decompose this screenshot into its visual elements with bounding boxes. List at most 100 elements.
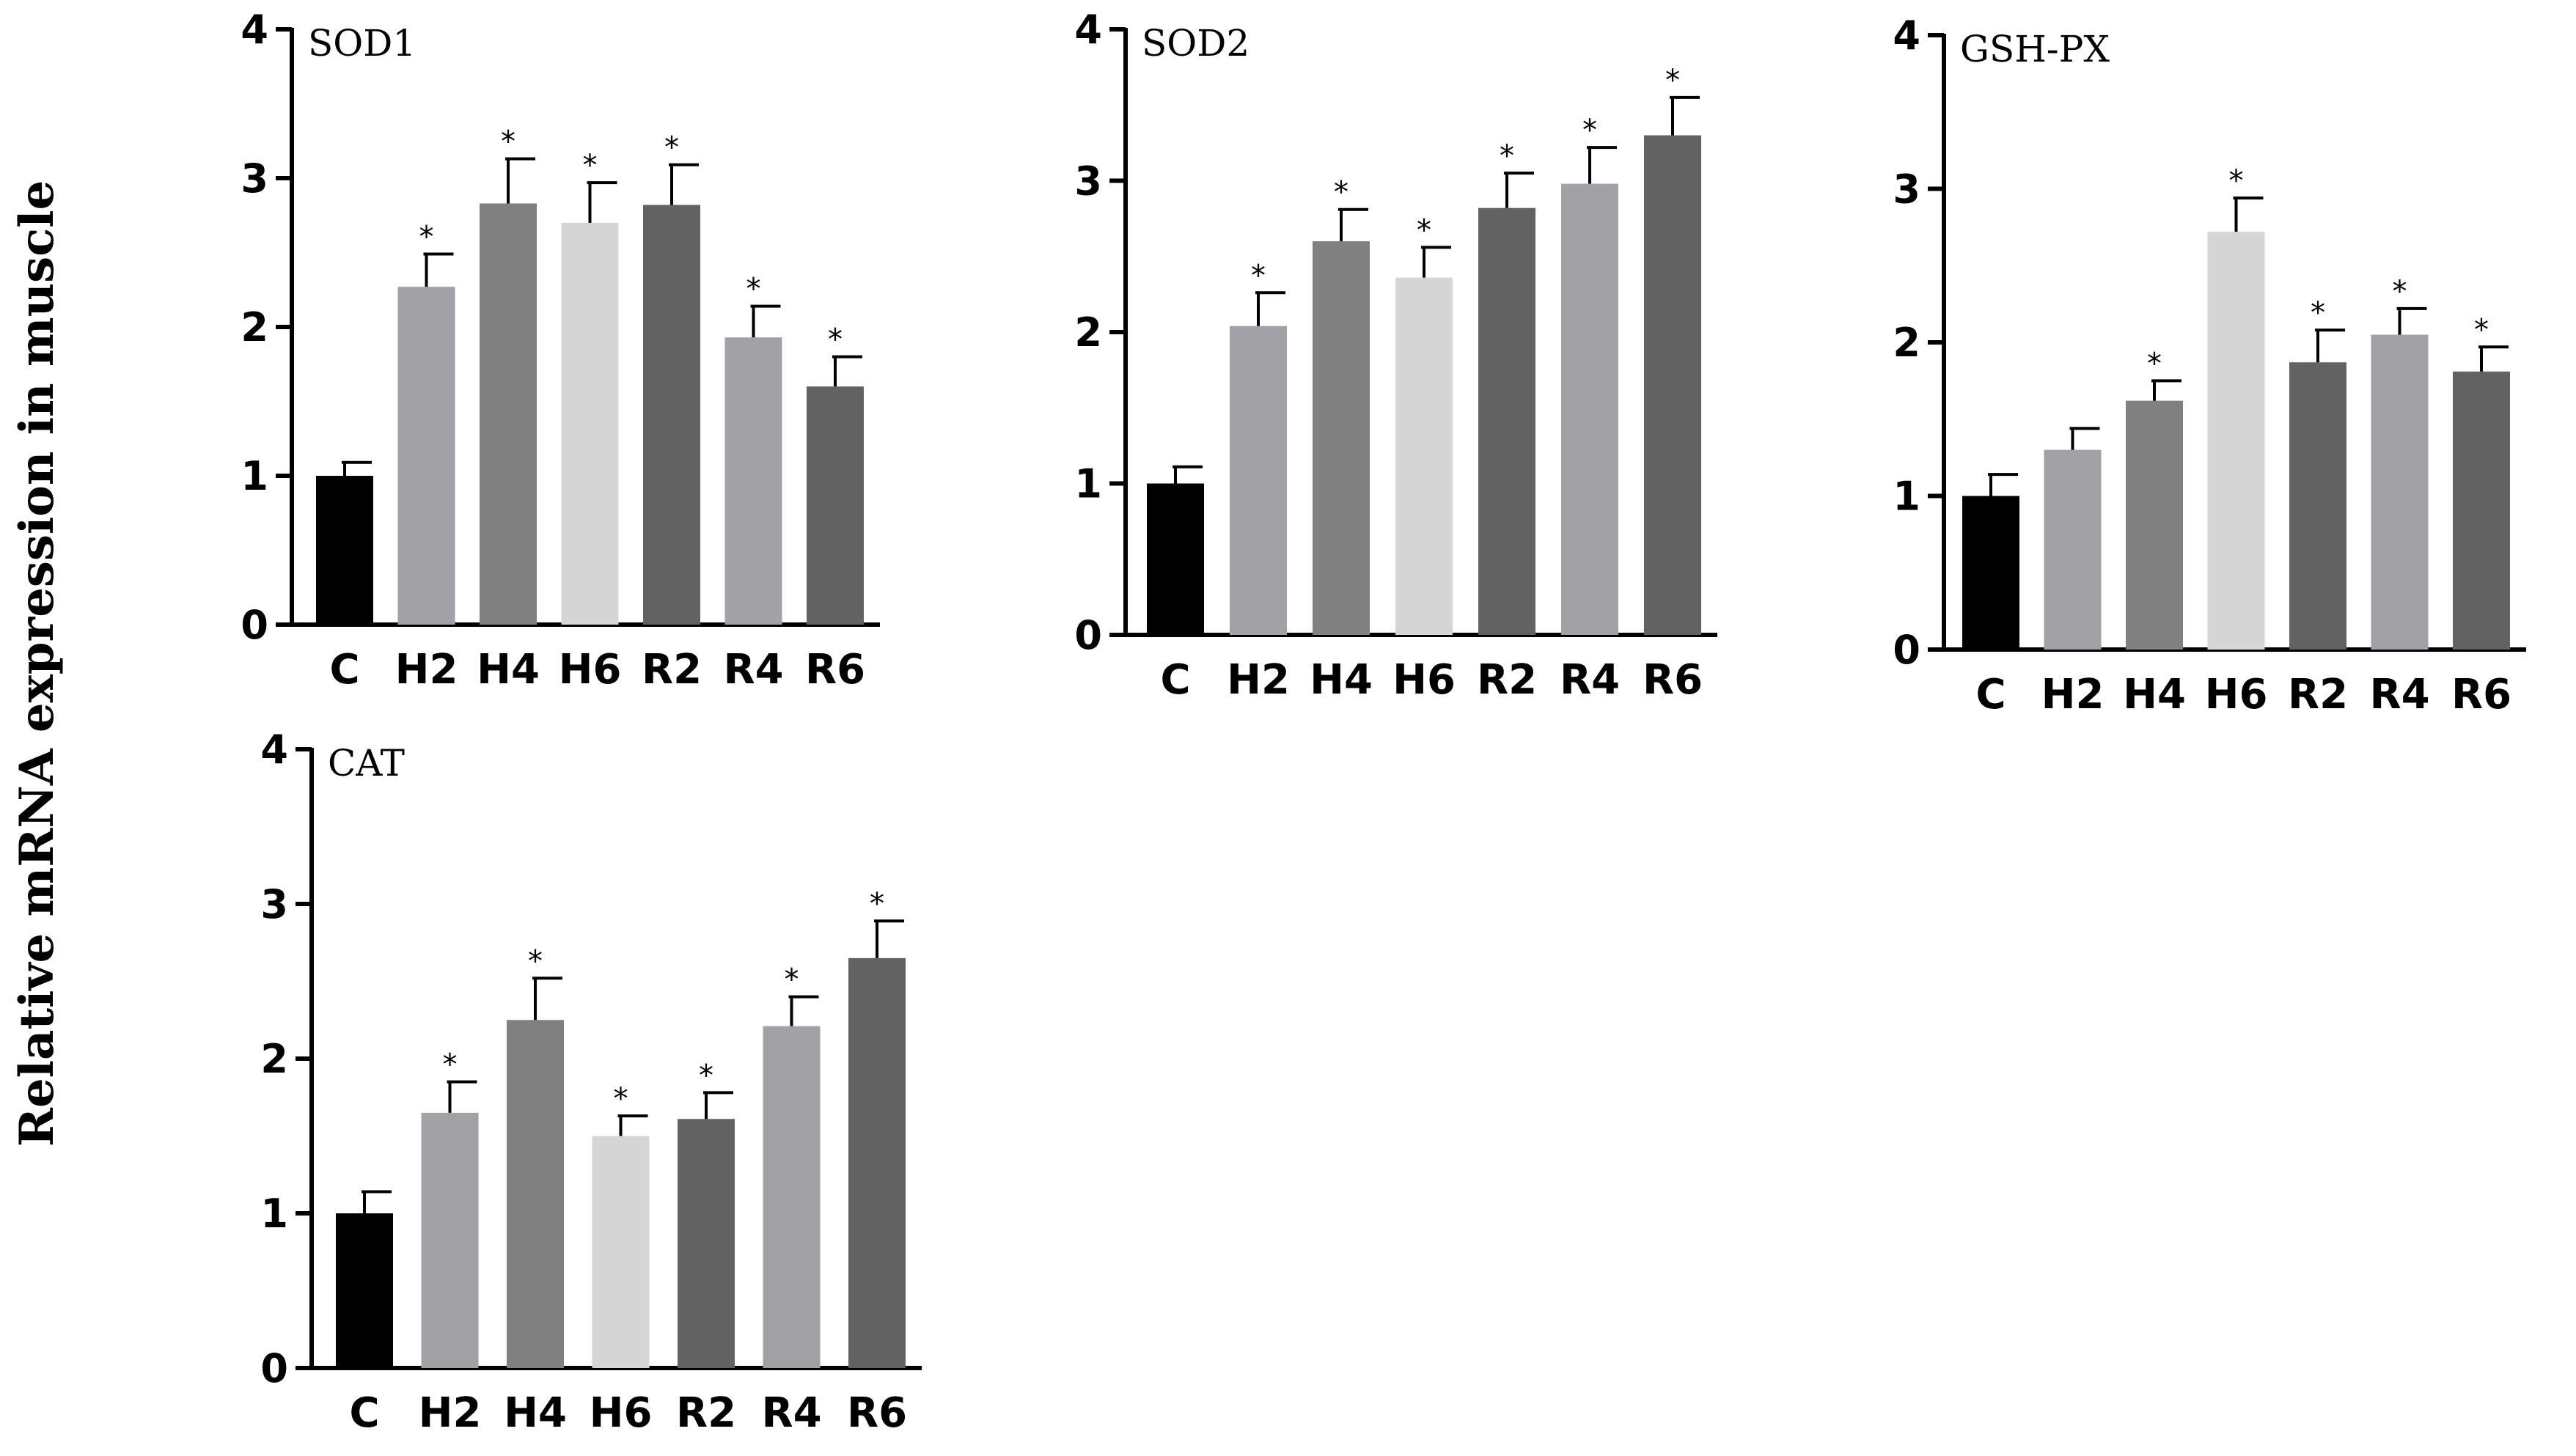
x-tick-label-h4: H4: [504, 1389, 567, 1437]
x-tick-label-h4: H4: [2123, 671, 2186, 718]
significance-marker: *: [699, 1059, 713, 1092]
x-tick-label-r6: R6: [2451, 671, 2511, 718]
bar-h4: [507, 1020, 564, 1368]
x-tick-label-r4: R4: [1560, 656, 1620, 704]
y-tick-label: 3: [1074, 158, 1102, 205]
x-tick-label-c: C: [349, 1389, 379, 1437]
panels: 0 1 2 3 4 SOD1 C * H2 * H4 * H6 * R2 * R4 * R6 0 1 2 3 4 SOD2 C * H…: [241, 7, 2526, 1437]
x-tick-label-r2: R2: [642, 646, 702, 694]
significance-marker: *: [1334, 176, 1348, 210]
significance-marker: *: [1251, 259, 1266, 293]
y-tick-label: 1: [241, 453, 268, 499]
y-tick-label: 4: [1893, 12, 1920, 59]
x-tick-label-h4: H4: [477, 646, 540, 694]
chart-panel-gsh-px: 0 1 2 3 4 GSH-PX C H2 * H4 * H6 * R2 * R4 * R6: [1893, 12, 2526, 718]
x-tick-label-r4: R4: [761, 1389, 821, 1437]
bar-h2: [421, 1112, 479, 1368]
y-tick-label: 2: [1893, 320, 1920, 366]
significance-marker: *: [443, 1048, 458, 1082]
bar-r2: [1478, 207, 1535, 635]
y-tick-label: 3: [260, 881, 288, 927]
y-tick-label: 0: [260, 1345, 288, 1391]
x-tick-label-h6: H6: [590, 1389, 653, 1437]
bar-h6: [2207, 232, 2265, 650]
significance-marker: *: [828, 323, 843, 357]
significance-marker: *: [2229, 164, 2244, 198]
y-tick-label: 3: [241, 155, 268, 202]
bar-r4: [2371, 334, 2429, 650]
bar-h4: [480, 203, 537, 625]
significance-marker: *: [2474, 313, 2489, 347]
bar-h2: [2044, 449, 2102, 650]
y-tick-label: 1: [260, 1191, 288, 1237]
significance-marker: *: [1665, 64, 1680, 98]
significance-marker: *: [419, 221, 434, 254]
chart-title: CAT: [328, 742, 405, 784]
bar-r6: [2453, 371, 2510, 650]
y-tick-label: 0: [1074, 612, 1102, 658]
significance-marker: *: [870, 887, 884, 921]
y-tick-label: 4: [241, 7, 268, 53]
bar-r4: [1561, 183, 1618, 635]
x-tick-label-h6: H6: [559, 646, 622, 694]
y-tick-label: 2: [241, 304, 268, 350]
significance-marker: *: [2147, 347, 2162, 380]
significance-marker: *: [528, 944, 543, 978]
significance-marker: *: [583, 149, 598, 183]
x-tick-label-h4: H4: [1310, 656, 1373, 704]
y-tick-label: 1: [1074, 461, 1102, 507]
y-tick-label: 4: [260, 727, 288, 773]
y-tick-label: 1: [1893, 474, 1920, 520]
chart-panel-cat: 0 1 2 3 4 CAT C * H2 * H4 * H6 * R2 * R4 * R6: [260, 727, 922, 1437]
chart-title: SOD1: [308, 22, 416, 65]
bar-r4: [763, 1026, 821, 1368]
bar-h6: [592, 1136, 650, 1368]
significance-marker: *: [501, 125, 515, 159]
significance-marker: *: [614, 1082, 628, 1116]
significance-marker: *: [746, 273, 761, 306]
significance-marker: *: [2311, 296, 2325, 330]
chart-title: SOD2: [1142, 22, 1250, 65]
bar-h4: [2126, 400, 2183, 650]
significance-marker: *: [664, 131, 679, 165]
chart-title: GSH-PX: [1960, 28, 2110, 70]
y-tick-label: 0: [1893, 627, 1920, 673]
chart-panel-sod1: 0 1 2 3 4 SOD1 C * H2 * H4 * H6 * R2 * R4 * R6: [241, 7, 880, 694]
bar-h6: [561, 222, 619, 625]
x-tick-label-c: C: [329, 646, 359, 694]
x-tick-label-h2: H2: [419, 1389, 482, 1437]
x-tick-label-h2: H2: [1227, 656, 1290, 704]
bar-h4: [1313, 241, 1370, 636]
x-tick-label-r4: R4: [723, 646, 783, 694]
x-tick-label-r6: R6: [847, 1389, 907, 1437]
x-tick-label-h6: H6: [2205, 671, 2268, 718]
bar-r4: [724, 337, 782, 625]
significance-marker: *: [1417, 213, 1431, 247]
significance-marker: *: [1500, 139, 1514, 173]
x-tick-label-h2: H2: [395, 646, 458, 694]
bar-c: [336, 1213, 393, 1368]
bar-c: [316, 476, 373, 625]
y-tick-label: 2: [1074, 309, 1102, 356]
bar-c: [1962, 496, 2019, 650]
y-tick-label: 2: [260, 1036, 288, 1082]
chart-panel-sod2: 0 1 2 3 4 SOD2 C * H2 * H4 * H6 * R2 * R4 * R6: [1074, 7, 1717, 704]
x-tick-label-h2: H2: [2041, 671, 2105, 718]
bar-r6: [807, 386, 864, 625]
bar-r2: [643, 205, 700, 625]
y-tick-label: 0: [241, 602, 268, 648]
significance-marker: *: [1582, 114, 1597, 147]
x-tick-label-r2: R2: [1477, 656, 1537, 704]
bar-h6: [1395, 277, 1453, 635]
y-axis-label: Relative mRNA expression in muscle: [10, 180, 65, 1147]
x-tick-label-r2: R2: [2288, 671, 2348, 718]
y-tick-label: 3: [1893, 166, 1920, 213]
bar-r2: [678, 1119, 735, 1368]
bar-r6: [1644, 135, 1701, 636]
x-tick-label-r2: R2: [676, 1389, 736, 1437]
bar-h2: [1230, 326, 1287, 635]
bar-c: [1147, 483, 1204, 635]
bar-r6: [848, 957, 906, 1368]
x-tick-label-r6: R6: [805, 646, 865, 694]
